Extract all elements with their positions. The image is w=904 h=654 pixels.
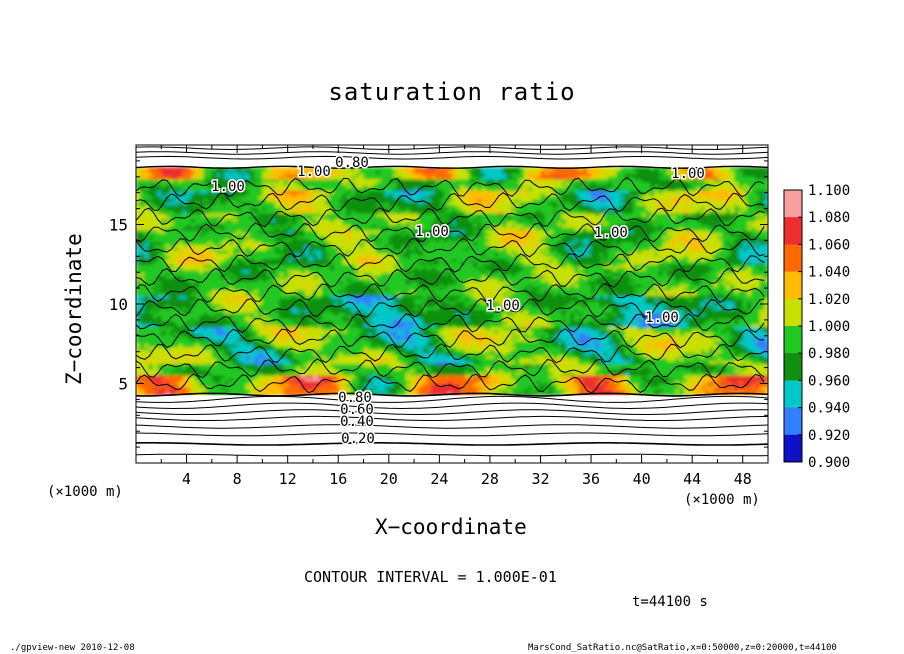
- colorbar-label: 1.040: [808, 265, 850, 281]
- contour-line: [136, 328, 765, 349]
- footer-right: MarsCond_SatRatio.nc@SatRatio,x=0:50000,…: [528, 643, 837, 653]
- x-tick-label: 8: [233, 470, 242, 488]
- colorbar-swatch: [784, 217, 802, 245]
- x-tick-label: 36: [582, 470, 600, 488]
- colorbar-label: 0.940: [808, 401, 850, 417]
- contour-line: [136, 424, 768, 429]
- contour-line: [136, 415, 768, 421]
- colorbar-label: 0.960: [808, 373, 850, 389]
- colorbar-label: 1.080: [808, 210, 850, 226]
- y-tick-label: 5: [118, 375, 128, 394]
- contour-line: [136, 165, 768, 169]
- contour-interval-label: CONTOUR INTERVAL = 1.000E-01: [304, 568, 557, 586]
- contour-line: [136, 222, 765, 243]
- x-unit-label-left: (×1000 m): [47, 484, 123, 500]
- x-tick-label: 4: [182, 470, 191, 488]
- x-tick-label: 16: [329, 470, 347, 488]
- contour-label: 0.80: [335, 155, 369, 171]
- colorbar-label: 1.100: [808, 183, 850, 199]
- colorbar-label: 0.980: [808, 346, 850, 362]
- contour-label: 1.00: [486, 298, 520, 314]
- colorbar-label: 1.060: [808, 237, 850, 253]
- contour-label: 1.00: [594, 225, 628, 241]
- contour-line: [136, 237, 765, 258]
- colorbar-swatch: [784, 244, 802, 273]
- y-axis-label: Z−coordinate: [62, 233, 86, 385]
- x-axis-label: X−coordinate: [375, 515, 527, 539]
- contour-line: [136, 297, 765, 319]
- contour-line: [136, 442, 768, 446]
- contour-line: [136, 392, 768, 397]
- contour-line: [136, 177, 765, 198]
- y-tick-label: 15: [109, 216, 128, 235]
- colorbar-label: 1.020: [808, 292, 850, 308]
- colorbar-swatch: [784, 434, 802, 463]
- colorbar: 1.100 1.080 1.060 1.040 1.020 1.000 0.980 0.960…: [783, 183, 850, 471]
- contour-line: [136, 192, 765, 213]
- contour-line: [136, 146, 768, 151]
- contour-label: 1.00: [297, 164, 331, 180]
- contour-label: 1.00: [211, 179, 245, 195]
- contour-line: [136, 358, 765, 379]
- x-tick-label: 28: [481, 470, 499, 488]
- contour-line: [136, 155, 768, 160]
- contour-line: [136, 313, 765, 334]
- colorbar-swatch: [784, 190, 802, 218]
- footer-left: ./gpview-new 2010-12-08: [10, 643, 135, 653]
- contour-label: 0.20: [341, 431, 375, 447]
- x-unit-label-right: (×1000 m): [684, 492, 760, 508]
- contour-line: [136, 267, 765, 288]
- contour-line: [136, 453, 768, 457]
- contour-line: [136, 207, 765, 228]
- contour-label: 1.00: [671, 166, 705, 182]
- contour-line: [136, 151, 768, 155]
- colorbar-swatch: [784, 298, 802, 327]
- contour-line: [136, 373, 765, 394]
- colorbar-label: 0.920: [808, 428, 850, 444]
- contour-label: 0.80: [338, 390, 372, 406]
- colorbar-swatch: [784, 407, 802, 436]
- contour-label: 1.00: [645, 310, 679, 326]
- colorbar-label: 1.000: [808, 319, 850, 335]
- contour-line: [136, 282, 765, 303]
- y-axis: 5 10 15: [109, 160, 768, 448]
- time-label: t=44100 s: [632, 594, 708, 610]
- contour-label: 0.60: [340, 402, 374, 418]
- y-tick-label: 10: [109, 295, 128, 314]
- x-tick-label: 44: [683, 470, 701, 488]
- contour-line: [136, 409, 768, 415]
- x-axis: 4 8 12 16 20 24 28 32 36 40 44 48: [160, 145, 769, 488]
- colorbar-swatch: [784, 353, 802, 381]
- x-tick-label: 20: [380, 470, 398, 488]
- colorbar-label: 0.900: [808, 455, 850, 471]
- contour-label: 0.40: [340, 414, 374, 430]
- chart-title: saturation ratio: [328, 78, 576, 106]
- contour-line: [136, 395, 768, 403]
- x-tick-label: 48: [734, 470, 752, 488]
- x-tick-label: 40: [633, 470, 651, 488]
- contour-labels: 0.801.001.001.001.00 1.001.001.000.800.60…: [210, 154, 707, 449]
- x-tick-label: 12: [279, 470, 297, 488]
- colorbar-swatch: [784, 326, 802, 354]
- colorbar-swatch: [784, 380, 802, 409]
- x-tick-label: 32: [531, 470, 549, 488]
- colorbar-swatch: [784, 271, 802, 300]
- contour-line: [136, 402, 768, 410]
- x-tick-label: 24: [430, 470, 448, 488]
- contour-label: 1.00: [415, 224, 449, 240]
- contour-line: [136, 343, 765, 364]
- contour-lines: [136, 146, 768, 457]
- contour-line: [136, 252, 765, 273]
- contour-line: [136, 432, 768, 437]
